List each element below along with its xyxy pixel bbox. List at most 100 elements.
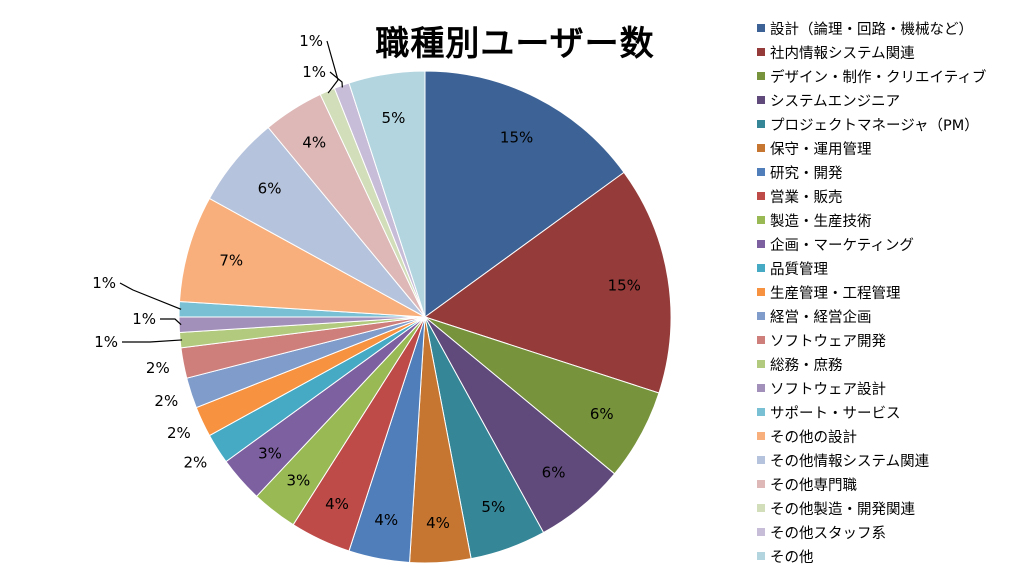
data-label: 1% [94,333,118,351]
legend-item: その他の設計 [757,424,1007,448]
legend-label: ソフトウェア開発 [770,333,886,350]
data-label: 5% [481,498,505,516]
legend-swatch [757,456,765,464]
legend-label: プロジェクトマネージャ（PM） [770,117,979,134]
legend-swatch [757,288,765,296]
data-label: 4% [325,495,349,513]
legend-swatch [757,96,765,104]
pie-slice [178,197,426,318]
data-label: 2% [154,392,178,410]
legend-item: 企画・マーケティング [757,232,1007,256]
pie-slice [348,70,426,318]
legend-swatch [757,72,765,80]
legend-label: ソフトウェア設計 [770,381,886,398]
data-label: 4% [426,514,450,532]
legend-item: システムエンジニア [757,88,1007,112]
legend-item: 製造・生産技術 [757,208,1007,232]
legend-label: 研究・開発 [770,165,843,182]
legend-item: その他 [757,544,1007,568]
legend-label: サポート・サービス [770,405,901,422]
data-label: 1% [92,274,116,292]
data-label: 4% [302,134,326,152]
data-label: 6% [590,405,614,423]
data-label: 1% [302,63,326,81]
legend-item: 営業・販売 [757,184,1007,208]
legend-item: 保守・運用管理 [757,136,1007,160]
legend-item: その他製造・開発関連 [757,496,1007,520]
legend-swatch [757,504,765,512]
legend-label: その他情報システム関連 [770,453,930,470]
legend-swatch [757,336,765,344]
pie-slice [423,171,672,394]
legend-item: その他専門職 [757,472,1007,496]
data-label: 15% [608,276,641,294]
legend-label: 営業・販売 [770,189,843,206]
legend-swatch [757,240,765,248]
pie-slice [424,70,625,318]
data-label: 4% [374,511,398,529]
legend-label: 設計（論理・回路・機械など） [770,21,973,38]
leader-line [122,339,183,343]
legend-label: 製造・生産技術 [770,213,872,230]
legend-swatch [757,384,765,392]
data-label: 5% [382,109,406,127]
legend-item: 経営・経営企画 [757,304,1007,328]
legend-swatch [757,408,765,416]
legend-item: 設計（論理・回路・機械など） [757,16,1007,40]
legend-item: 品質管理 [757,256,1007,280]
legend-swatch [757,192,765,200]
legend-item: その他スタッフ系 [757,520,1007,544]
legend-item: 社内情報システム関連 [757,40,1007,64]
legend-item: 総務・庶務 [757,352,1007,376]
legend-swatch [757,24,765,32]
data-label: 15% [500,128,533,146]
legend-label: 社内情報システム関連 [770,45,915,62]
data-label: 3% [258,445,282,463]
legend-label: 企画・マーケティング [770,237,914,254]
legend-label: システムエンジニア [770,93,901,110]
leader-line [329,71,343,88]
legend-label: 品質管理 [770,261,828,278]
legend-swatch [757,360,765,368]
legend-item: プロジェクトマネージャ（PM） [757,112,1007,136]
legend-swatch [757,144,765,152]
chart-title: 職種別ユーザー数 [375,24,655,64]
legend-item: ソフトウェア開発 [757,328,1007,352]
legend-label: 総務・庶務 [770,357,843,374]
legend-item: その他情報システム関連 [757,448,1007,472]
legend: 設計（論理・回路・機械など） 社内情報システム関連デザイン・制作・クリエイティブシ… [757,16,1007,568]
legend-label: その他の設計 [770,429,857,446]
data-label: 2% [183,454,207,472]
data-label: 7% [219,252,243,270]
legend-swatch [757,552,765,560]
legend-item: 研究・開発 [757,160,1007,184]
legend-swatch [757,120,765,128]
leader-line [326,40,339,94]
legend-label: その他専門職 [770,477,857,494]
data-label: 2% [167,424,191,442]
legend-label: 経営・経営企画 [770,309,872,326]
legend-item: 生産管理・工程管理 [757,280,1007,304]
data-label: 1% [132,310,156,328]
legend-label: 保守・運用管理 [770,141,872,158]
legend-swatch [757,48,765,56]
legend-label: その他製造・開発関連 [770,501,915,518]
legend-label: 生産管理・工程管理 [770,285,901,302]
legend-label: その他スタッフ系 [770,525,886,542]
data-label: 2% [146,359,170,377]
leader-line [119,282,182,310]
legend-swatch [757,216,765,224]
legend-item: サポート・サービス [757,400,1007,424]
leader-line [160,318,182,326]
pie-chart: 15% 15% 6% 6% 5% 4% 4% 4% 3%3% 2% 2% 2% 2% 1% 1% 1% 7% 6%… [92,32,672,564]
data-label: 6% [258,179,282,197]
legend-swatch [757,264,765,272]
data-label: 6% [542,463,566,481]
legend-item: ソフトウェア設計 [757,376,1007,400]
legend-swatch [757,480,765,488]
legend-swatch [757,432,765,440]
data-label: 1% [299,32,323,50]
legend-item: デザイン・制作・クリエイティブ [757,64,1007,88]
legend-swatch [757,528,765,536]
legend-label: デザイン・制作・クリエイティブ [770,69,987,86]
